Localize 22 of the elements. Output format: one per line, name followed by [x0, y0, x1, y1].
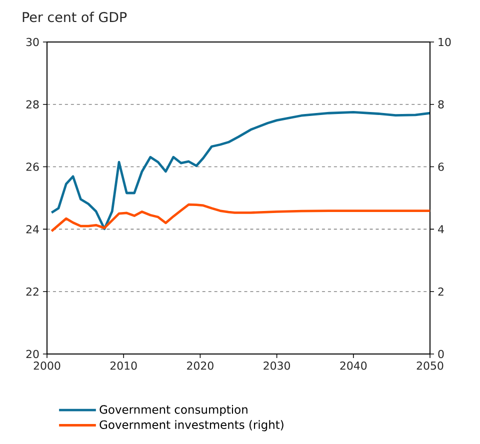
x-tick-label: 2030 — [264, 362, 290, 370]
x-tick-label: 2050 — [416, 362, 444, 370]
y-tick-label: 26 — [26, 162, 39, 171]
line-series — [50, 110, 430, 230]
y-tick-label: 22 — [26, 288, 38, 296]
x-tick-label: 2040 — [340, 362, 367, 370]
x-tick-label: 2010 — [110, 362, 137, 370]
y-tick-label: 28 — [26, 100, 39, 109]
legend-label: Government investments (right) — [100, 420, 284, 432]
y-tick-label: 20 — [26, 350, 39, 358]
y-tick-label: 30 — [26, 38, 39, 46]
y2-tick-label: 4 — [438, 225, 444, 234]
y2-tick-label: 10 — [438, 38, 451, 46]
y2-tick-label: 0 — [438, 350, 444, 358]
y2-tick-label: 6 — [438, 162, 444, 171]
y2-tick-label: 8 — [438, 100, 444, 109]
y-tick-label: 24 — [26, 225, 39, 234]
legend-label: Government consumption — [100, 404, 248, 416]
x-tick-label: 2020 — [187, 362, 214, 370]
x-tick-label: 2000 — [34, 362, 60, 370]
y2-tick-label: 2 — [438, 288, 444, 296]
chart-title: Per cent of GDP — [22, 12, 127, 22]
